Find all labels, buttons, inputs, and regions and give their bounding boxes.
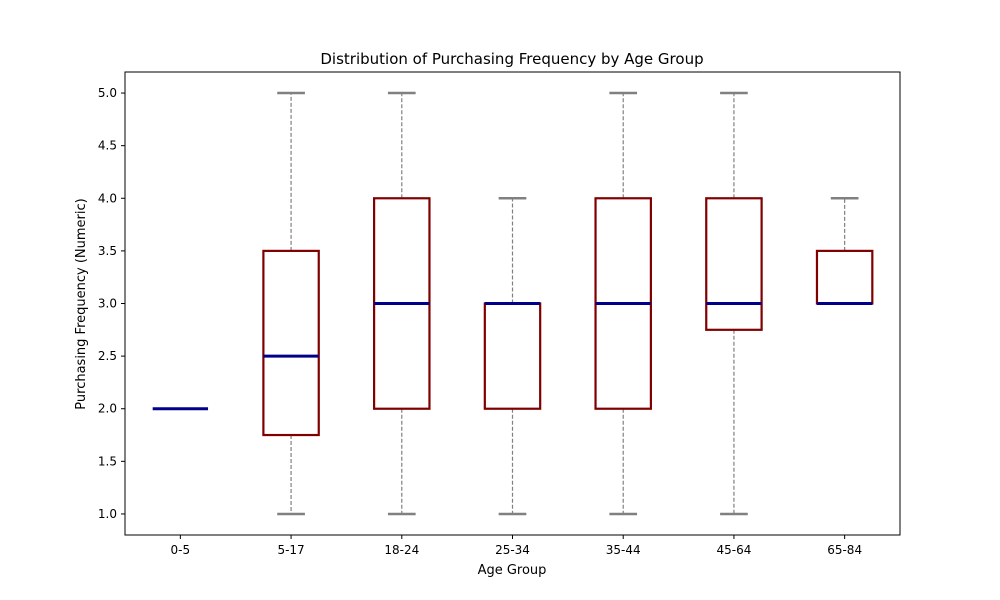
box-group-35-44 xyxy=(594,91,652,516)
x-axis-label: Age Group xyxy=(478,563,547,578)
x-tick-label: 0-5 xyxy=(171,543,191,557)
y-tick-label: 4.0 xyxy=(98,191,117,205)
box-group-18-24 xyxy=(373,91,431,516)
box xyxy=(815,249,874,305)
x-tick-label: 65-84 xyxy=(827,543,862,557)
box-group-25-34 xyxy=(483,197,542,516)
box-group-5-17 xyxy=(262,91,320,516)
x-tick-label: 35-44 xyxy=(606,543,641,557)
box xyxy=(483,302,542,410)
chart-title: Distribution of Purchasing Frequency by … xyxy=(320,50,703,68)
y-tick-label: 4.5 xyxy=(98,139,117,153)
y-tick-label: 1.5 xyxy=(98,454,117,468)
plot-area xyxy=(152,91,874,516)
x-tick-label: 18-24 xyxy=(384,543,419,557)
y-tick-label: 3.5 xyxy=(98,244,117,258)
y-axis-label: Purchasing Frequency (Numeric) xyxy=(74,198,89,409)
box-group-45-64 xyxy=(705,91,763,516)
x-tick-label: 5-17 xyxy=(277,543,304,557)
y-tick-label: 1.0 xyxy=(98,507,117,521)
x-axis: 0-5 5-17 18-24 25-34 35-44 45-64 65-84 xyxy=(171,535,862,557)
x-tick-label: 45-64 xyxy=(716,543,751,557)
box xyxy=(262,249,320,437)
box xyxy=(705,197,763,331)
y-tick-label: 3.0 xyxy=(98,297,117,311)
y-tick-label: 5.0 xyxy=(98,86,117,100)
x-tick-label: 25-34 xyxy=(495,543,530,557)
y-axis: 1.0 1.5 2.0 2.5 3.0 3.5 4.0 4.5 5.0 xyxy=(98,86,125,521)
y-tick-label: 2.0 xyxy=(98,402,117,416)
y-tick-label: 2.5 xyxy=(98,349,117,363)
box-group-65-84 xyxy=(815,197,874,305)
